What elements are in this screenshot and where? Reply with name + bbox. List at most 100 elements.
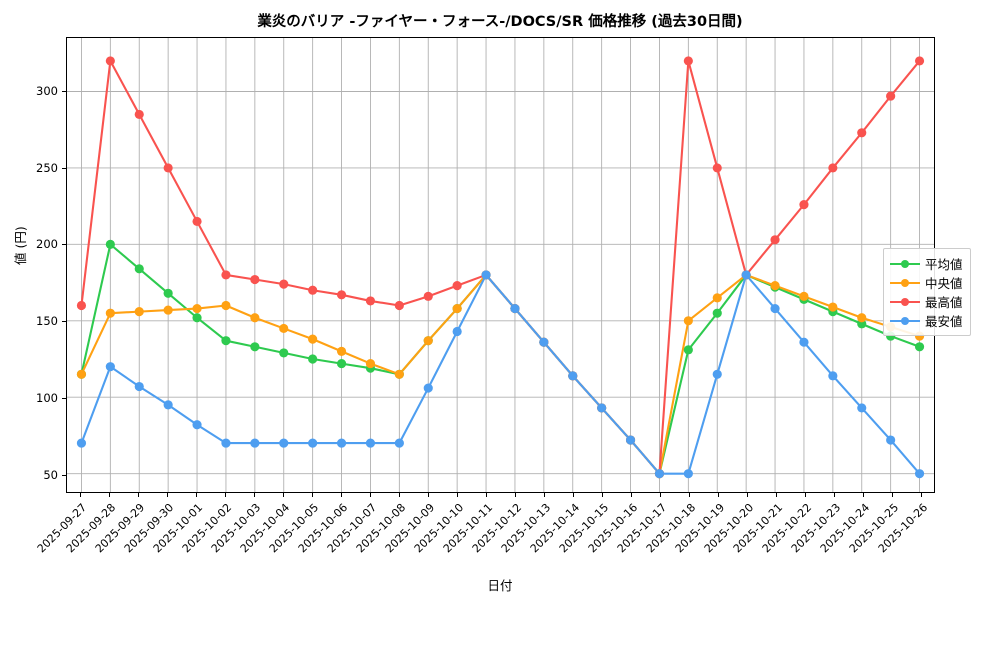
data-point-marker — [221, 300, 231, 311]
data-point-marker — [250, 313, 260, 323]
data-point-marker — [423, 336, 433, 346]
legend-swatch-icon — [890, 277, 920, 289]
y-tick-label: 100 — [36, 390, 58, 405]
data-point-marker — [221, 438, 231, 448]
x-tick-mark — [167, 493, 169, 497]
x-tick-mark — [514, 493, 516, 497]
data-point-marker — [828, 371, 838, 381]
x-tick-mark — [572, 493, 574, 497]
data-point-marker — [250, 342, 260, 352]
plot-area — [66, 37, 935, 493]
data-point-marker — [336, 438, 347, 448]
x-tick-mark — [225, 493, 227, 497]
data-point-marker — [308, 354, 318, 364]
data-point-marker — [192, 313, 202, 323]
x-tick-mark — [862, 493, 864, 497]
data-point-marker — [105, 362, 115, 372]
data-point-marker — [539, 337, 549, 347]
grid-lines — [67, 38, 934, 492]
data-point-marker — [914, 56, 925, 66]
data-point-marker — [394, 438, 404, 448]
x-tick-mark — [775, 493, 777, 497]
data-point-marker — [914, 469, 925, 479]
x-tick-mark — [891, 493, 893, 497]
x-tick-mark — [109, 493, 111, 497]
data-point-marker — [365, 438, 376, 448]
x-tick-mark — [80, 493, 82, 497]
data-point-marker — [654, 469, 665, 479]
data-point-marker — [336, 359, 347, 369]
x-tick-mark — [486, 493, 488, 497]
data-point-marker — [163, 400, 173, 410]
x-tick-mark — [196, 493, 198, 497]
data-point-marker — [394, 369, 404, 379]
data-point-marker — [279, 279, 289, 289]
data-point-marker — [279, 438, 289, 448]
chart-title: 業炎のバリア -ファイヤー・フォース-/DOCS/SR 価格推移 (過去30日間… — [257, 14, 743, 30]
data-point-marker — [712, 308, 722, 318]
data-point-marker — [625, 435, 636, 445]
chart-figure: 業炎のバリア -ファイヤー・フォース-/DOCS/SR 価格推移 (過去30日間… — [13, 14, 971, 593]
data-point-marker — [105, 56, 115, 66]
data-point-marker — [192, 216, 202, 227]
data-point-marker — [221, 270, 231, 280]
legend-item-2: 最高値 — [890, 292, 963, 311]
data-point-marker — [568, 371, 578, 381]
x-tick-mark — [746, 493, 748, 497]
data-point-marker — [683, 469, 693, 479]
x-tick-mark — [138, 493, 140, 497]
x-tick-mark — [428, 493, 430, 497]
x-tick-mark — [543, 493, 545, 497]
data-point-marker — [250, 274, 260, 285]
legend-swatch-icon — [890, 296, 920, 308]
data-point-marker — [770, 235, 780, 245]
legend-label: 中央値 — [925, 276, 963, 291]
data-point-marker — [886, 91, 896, 101]
data-point-marker — [308, 285, 318, 295]
legend-item-0: 平均値 — [890, 254, 963, 273]
data-point-marker — [452, 303, 462, 314]
data-point-marker — [76, 369, 87, 379]
data-point-marker — [134, 109, 144, 120]
x-tick-mark — [630, 493, 632, 497]
y-tick-label: 150 — [36, 314, 58, 329]
data-point-marker — [481, 270, 491, 280]
data-point-marker — [770, 281, 780, 291]
data-point-marker — [914, 342, 925, 352]
x-tick-mark — [717, 493, 719, 497]
series-line-2 — [80, 59, 921, 475]
x-tick-mark — [312, 493, 314, 497]
data-point-marker — [192, 303, 202, 314]
data-point-marker — [452, 326, 462, 337]
data-point-marker — [192, 420, 202, 430]
data-point-marker — [279, 348, 289, 358]
legend-swatch-icon — [890, 258, 920, 270]
data-point-marker — [597, 403, 607, 413]
data-point-marker — [163, 288, 173, 298]
data-point-marker — [76, 438, 87, 448]
legend-label: 最安値 — [925, 314, 963, 329]
data-point-marker — [770, 303, 780, 314]
data-point-marker — [452, 281, 462, 291]
data-point-marker — [510, 303, 520, 314]
y-tick-label: 200 — [36, 237, 58, 252]
data-point-marker — [683, 345, 693, 355]
data-point-marker — [76, 300, 87, 311]
data-point-marker — [134, 264, 144, 274]
data-point-marker — [828, 163, 838, 173]
legend-label: 最高値 — [925, 295, 963, 310]
data-point-marker — [394, 300, 404, 311]
x-tick-mark — [659, 493, 661, 497]
data-point-marker — [712, 293, 722, 303]
data-point-marker — [857, 128, 867, 138]
data-point-marker — [365, 359, 376, 369]
data-point-marker — [857, 313, 867, 323]
data-point-marker — [828, 302, 838, 312]
data-point-marker — [163, 305, 173, 315]
data-point-marker — [221, 336, 231, 346]
data-point-marker — [857, 403, 867, 413]
x-tick-mark — [920, 493, 922, 497]
y-tick-label: 250 — [36, 160, 58, 175]
y-tick-mark — [62, 167, 66, 169]
data-point-marker — [134, 307, 144, 317]
